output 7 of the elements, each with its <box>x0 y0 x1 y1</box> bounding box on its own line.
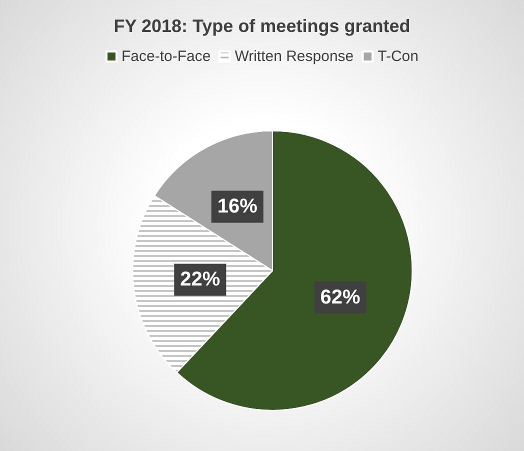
data-label: 62% <box>320 286 360 308</box>
legend-label: Written Response <box>234 48 354 65</box>
data-label: 16% <box>217 196 258 218</box>
legend-label: T-Con <box>378 48 419 65</box>
legend-label: Face-to-Face <box>122 48 211 65</box>
chart-title: FY 2018: Type of meetings granted <box>114 16 410 36</box>
data-label: 22% <box>180 268 220 291</box>
